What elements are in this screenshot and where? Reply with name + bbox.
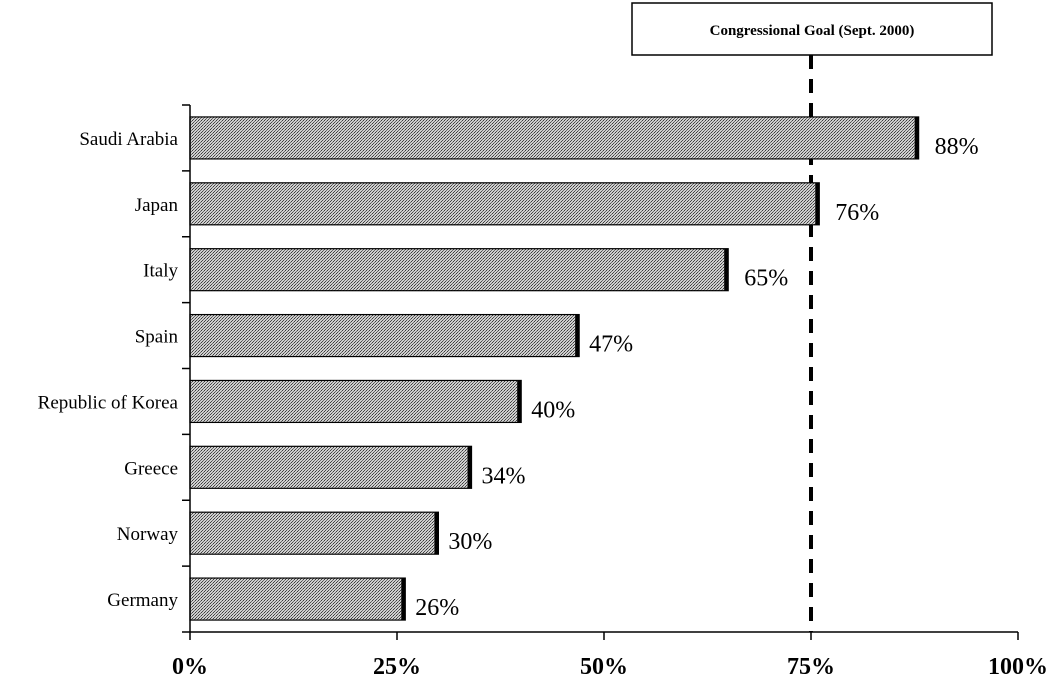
value-label-greece: 34%: [482, 463, 526, 489]
value-label-italy: 65%: [744, 266, 788, 292]
category-label-japan: Japan: [135, 195, 179, 216]
value-label-japan: 76%: [835, 200, 879, 226]
category-label-spain: Spain: [135, 327, 179, 348]
bar-end-norway: [434, 512, 439, 555]
x-tick-label: 25%: [373, 654, 421, 680]
category-labels: Saudi Arabia Japan Italy Spain Republic of K…: [38, 129, 179, 611]
category-label-greece: Greece: [124, 458, 178, 479]
bar-end-germany: [401, 578, 406, 621]
bar-end-italy: [724, 248, 729, 291]
value-label-norway: 30%: [448, 529, 492, 555]
bar-norway: [189, 511, 439, 555]
value-label-republic-of-korea: 40%: [531, 397, 575, 423]
x-tick-label: 75%: [787, 654, 835, 680]
category-label-germany: Germany: [107, 590, 178, 611]
bars-group: [189, 116, 920, 621]
congressional-goal-label: Congressional Goal (Sept. 2000): [710, 23, 915, 39]
x-tick-label: 100%: [988, 654, 1048, 680]
reference-layer: Congressional Goal (Sept. 2000): [631, 2, 993, 632]
value-label-saudi-arabia: 88%: [935, 134, 979, 160]
x-tick-label: 50%: [580, 654, 628, 680]
bar-germany: [189, 577, 406, 621]
axes: 0% 25% 50% 75% 100%: [172, 104, 1048, 680]
bar-italy: [189, 248, 729, 292]
value-label-germany: 26%: [415, 595, 459, 621]
x-tick-label: 0%: [172, 654, 208, 680]
bar-end-saudi-arabia: [914, 116, 919, 159]
y-axis-ticks: [182, 104, 190, 633]
bar-end-republic-of-korea: [517, 380, 522, 423]
bar-end-spain: [575, 314, 580, 357]
bar-spain: [189, 313, 580, 358]
category-label-italy: Italy: [143, 261, 178, 282]
congressional-goal-box: [631, 2, 993, 56]
bar-saudi-arabia: [189, 116, 920, 160]
bar-japan: [189, 182, 820, 226]
x-axis-ticks: 0% 25% 50% 75% 100%: [172, 632, 1048, 680]
bar-end-japan: [815, 182, 820, 225]
category-label-norway: Norway: [117, 524, 179, 545]
bar-republic-of-korea: [189, 379, 522, 424]
bar-end-greece: [467, 446, 472, 489]
value-labels: 88% 76% 65% 47% 40% 34% 30% 26%: [415, 134, 978, 621]
bar-greece: [189, 445, 473, 489]
category-label-saudi-arabia: Saudi Arabia: [79, 129, 178, 150]
category-label-republic-of-korea: Republic of Korea: [38, 392, 179, 413]
value-label-spain: 47%: [589, 332, 633, 358]
